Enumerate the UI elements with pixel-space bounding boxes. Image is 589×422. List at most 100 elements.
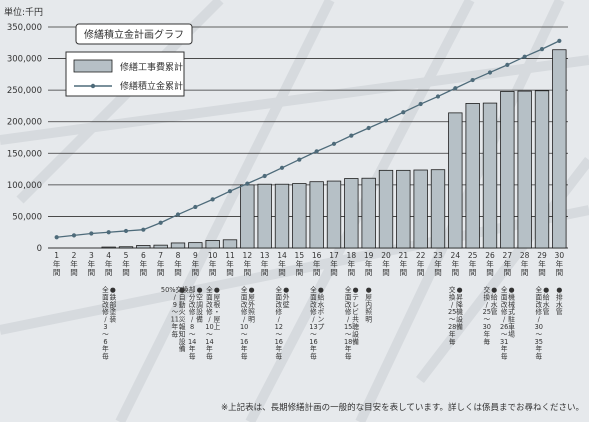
annotation-marker: ●屋外照明 bbox=[248, 286, 255, 324]
annotation-frequency: 全面改修/3 〜 6 年毎 bbox=[102, 285, 109, 361]
line-point bbox=[279, 165, 285, 170]
y-tick-label: 300,000 bbox=[7, 55, 42, 65]
bar bbox=[309, 181, 324, 249]
y-tick-label: 50,000 bbox=[12, 212, 42, 222]
annotation-marker: ●テレビ共聴設備 bbox=[352, 286, 359, 346]
bar bbox=[240, 184, 255, 249]
x-tick-label: 19 年間 bbox=[364, 251, 374, 277]
x-tick-label: 13 年間 bbox=[260, 251, 270, 277]
line-point bbox=[158, 220, 163, 225]
bar bbox=[378, 169, 394, 249]
line-point bbox=[557, 38, 562, 43]
reserve-line bbox=[56, 40, 560, 238]
chart-title: 修繕積立金計画グラフ bbox=[84, 28, 184, 41]
bar bbox=[482, 102, 498, 249]
bar bbox=[222, 239, 238, 249]
x-tick-label: 14 年間 bbox=[277, 251, 287, 277]
bar bbox=[136, 245, 151, 249]
legend: 修繕工事費累計 修繕積立金累計 bbox=[65, 51, 185, 97]
annotation-frequency: 部分改修/8 〜 14 年毎 bbox=[188, 285, 196, 361]
line-point bbox=[89, 231, 94, 236]
line-point bbox=[505, 62, 510, 67]
legend-label-line: 修繕積立金累計 bbox=[120, 80, 183, 92]
x-tick-label: 1 年間 bbox=[53, 251, 61, 277]
bar bbox=[552, 49, 567, 249]
x-tick-label: 2 年間 bbox=[70, 251, 78, 277]
x-tick-label: 11 年間 bbox=[225, 251, 235, 277]
x-tick-label: 25 年間 bbox=[468, 251, 478, 277]
x-tick-label: 12 年間 bbox=[243, 251, 253, 277]
bar bbox=[344, 178, 359, 249]
bar bbox=[118, 246, 134, 249]
line-point bbox=[297, 157, 302, 162]
annotation-marker: ●屋根・屋上 bbox=[213, 286, 220, 331]
line-point bbox=[539, 47, 545, 52]
line-point bbox=[314, 149, 319, 154]
line-point bbox=[435, 94, 441, 99]
line-point bbox=[522, 54, 527, 59]
legend-swatch-marker bbox=[90, 83, 96, 89]
y-axis: 0 50,000 100,000 150,000 200,000 250,000 300,0… bbox=[7, 23, 42, 254]
x-tick-label: 9 年間 bbox=[192, 251, 200, 277]
bar bbox=[517, 90, 532, 249]
bar bbox=[274, 183, 290, 249]
x-tick-label: 28 年間 bbox=[520, 251, 530, 277]
y-unit-label: 単位:千円 bbox=[4, 6, 43, 18]
y-tick-label: 250,000 bbox=[7, 86, 42, 96]
annotation-marker: ●空調設備 bbox=[196, 286, 203, 324]
y-tick-label: 200,000 bbox=[7, 118, 42, 128]
x-tick-label: 21 年間 bbox=[399, 251, 409, 277]
line-point bbox=[193, 204, 198, 210]
x-tick-label: 16 年間 bbox=[312, 251, 322, 277]
line-point bbox=[418, 101, 423, 107]
annotation-marker: ●自動火災報知設備 bbox=[179, 286, 186, 353]
x-tick-label: 10 年間 bbox=[208, 251, 218, 277]
bar bbox=[534, 90, 550, 249]
bar bbox=[430, 169, 446, 249]
x-tick-label: 27 年間 bbox=[503, 251, 513, 277]
y-tick-label: 350,000 bbox=[7, 23, 42, 33]
x-tick-label: 20 年間 bbox=[381, 251, 391, 277]
line-point bbox=[487, 70, 493, 75]
x-tick-label: 7 年間 bbox=[157, 251, 165, 277]
legend-swatch-bar bbox=[73, 59, 113, 73]
bar bbox=[292, 183, 307, 249]
line-point bbox=[54, 235, 59, 240]
legend-label-bar: 修繕工事費累計 bbox=[120, 61, 183, 73]
line-point bbox=[123, 228, 129, 234]
annotation-frequency: 全面改修/26 〜 31 年毎 bbox=[500, 285, 508, 361]
line-point bbox=[245, 181, 250, 186]
line-point bbox=[141, 227, 146, 232]
line-point bbox=[262, 173, 267, 179]
footnote: ※上記表は、長期修繕計画の一般的な目安を表しています。詳しくは係員までお尋ねくだ… bbox=[221, 402, 584, 413]
bar bbox=[361, 177, 376, 249]
annotation-frequency: 交換/25 〜 28 年毎 bbox=[448, 285, 456, 346]
title-box: 修繕積立金計画グラフ bbox=[75, 23, 193, 45]
annotation-frequency: 交換/25 〜 30 年毎 bbox=[483, 285, 491, 346]
annotation-frequency: 全面改修/12 〜 16 年毎 bbox=[275, 285, 283, 361]
bar bbox=[413, 169, 428, 249]
bar bbox=[500, 91, 515, 249]
annotation-frequency: 全面改修/13 〜 16 年毎 bbox=[309, 285, 317, 361]
x-tick-label: 6 年間 bbox=[140, 251, 148, 277]
bar bbox=[396, 169, 411, 249]
line-point bbox=[210, 197, 215, 202]
line-series bbox=[54, 38, 562, 240]
x-tick-label: 8 年間 bbox=[174, 251, 182, 277]
annotation-marker: ●機械式駐車場 bbox=[508, 286, 515, 338]
bar-series bbox=[101, 49, 567, 249]
bar bbox=[465, 103, 480, 249]
bar bbox=[205, 240, 220, 249]
annotation-marker: ●昇降機設備 bbox=[456, 286, 463, 331]
annotation-marker: ●屋内照明 bbox=[365, 286, 372, 324]
x-tick-label: 3 年間 bbox=[88, 251, 96, 277]
line-point bbox=[175, 212, 181, 217]
x-tick-label: 26 年間 bbox=[485, 251, 495, 277]
annotation-marker: ●鉄部塗装 bbox=[109, 286, 116, 324]
annotation-marker: ●給水管 bbox=[543, 286, 550, 316]
line-point bbox=[383, 118, 389, 123]
y-tick-label: 0 bbox=[37, 244, 42, 254]
bar bbox=[153, 244, 168, 249]
line-point bbox=[106, 230, 111, 235]
